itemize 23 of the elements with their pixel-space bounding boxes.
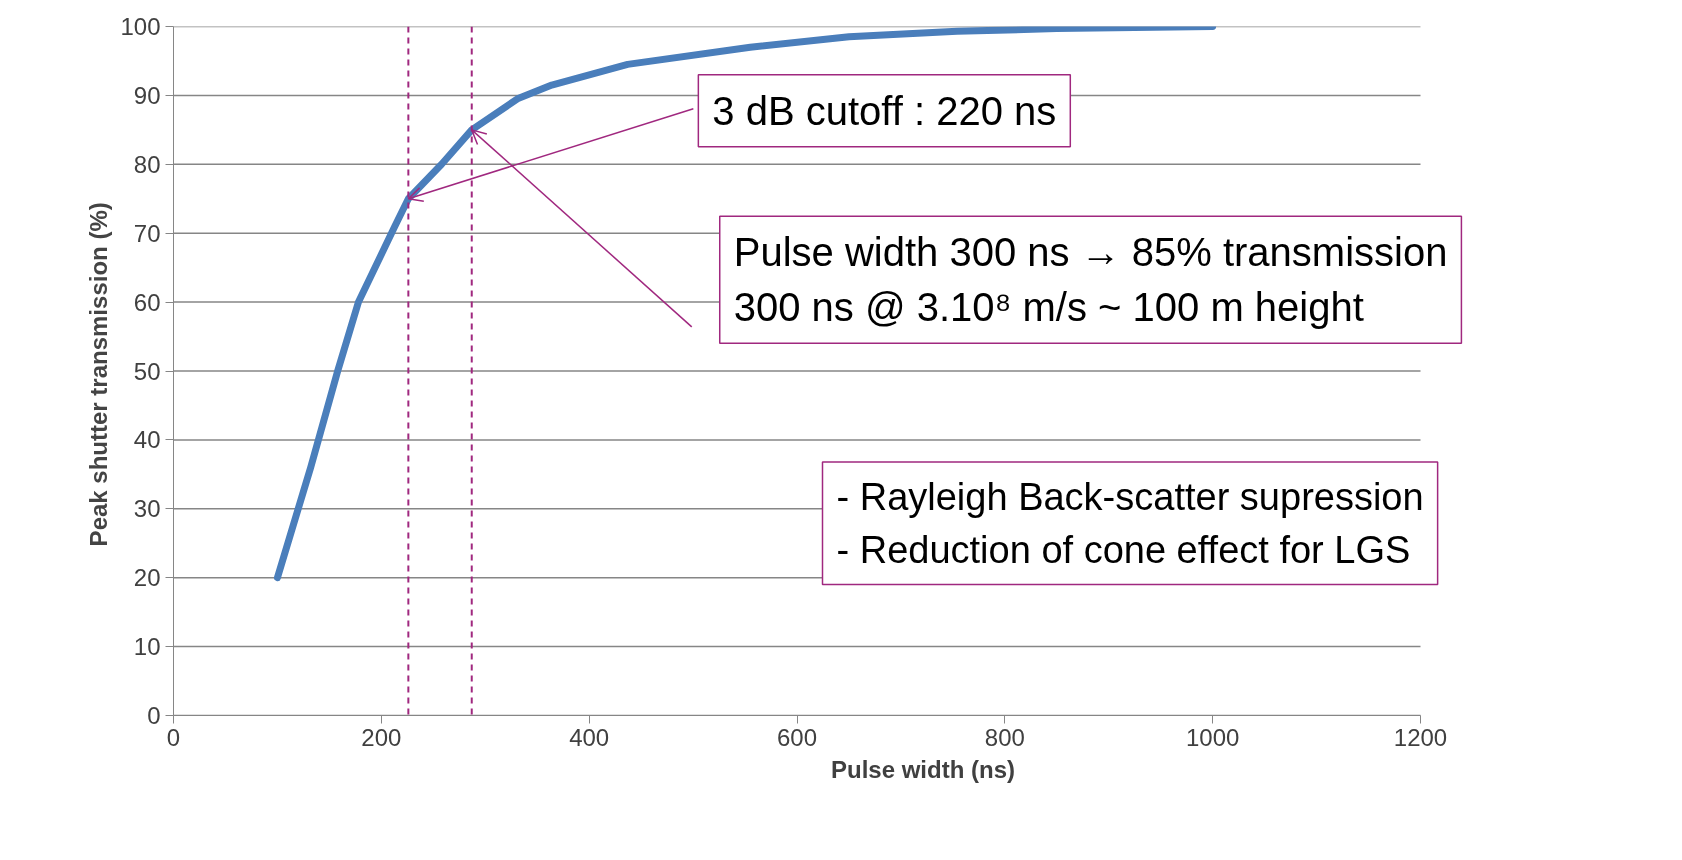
y-tick-label: 100 bbox=[120, 13, 161, 40]
y-tick-label: 0 bbox=[147, 702, 161, 729]
x-tick-label: 800 bbox=[984, 723, 1025, 751]
x-tick-label: 400 bbox=[569, 723, 610, 751]
y-tick-label: 80 bbox=[133, 150, 161, 178]
x-tick-label: 1200 bbox=[1393, 723, 1448, 751]
y-axis-title: Peak shutter transmission (%) bbox=[85, 202, 113, 547]
x-tick-label: 1000 bbox=[1185, 723, 1240, 751]
annotation: Pulse width 300 ns → 85% transmission 300 ns @ 3.10⁸ m/s ~ 100 m height bbox=[733, 230, 1448, 330]
y-tick-label: 50 bbox=[133, 357, 161, 385]
annotation: - Rayleigh Back-scatter supression - Reduction of cone effect for LGS bbox=[836, 476, 1424, 571]
y-tick-label: 30 bbox=[133, 495, 161, 523]
x-tick-label: 200 bbox=[361, 723, 402, 751]
x-axis-title: Pulse width (ns) bbox=[831, 755, 1016, 783]
annotation: 3 dB cutoff : 220 ns bbox=[712, 88, 1057, 133]
y-tick-label: 70 bbox=[133, 219, 161, 247]
y-tick-label: 90 bbox=[133, 81, 161, 109]
x-tick-label: 0 bbox=[166, 723, 181, 751]
x-tick-label: 600 bbox=[776, 723, 818, 751]
y-tick-label: 20 bbox=[133, 564, 161, 592]
y-tick-label: 40 bbox=[133, 426, 161, 454]
y-tick-label: 60 bbox=[133, 288, 161, 316]
y-tick-label: 10 bbox=[133, 633, 161, 661]
